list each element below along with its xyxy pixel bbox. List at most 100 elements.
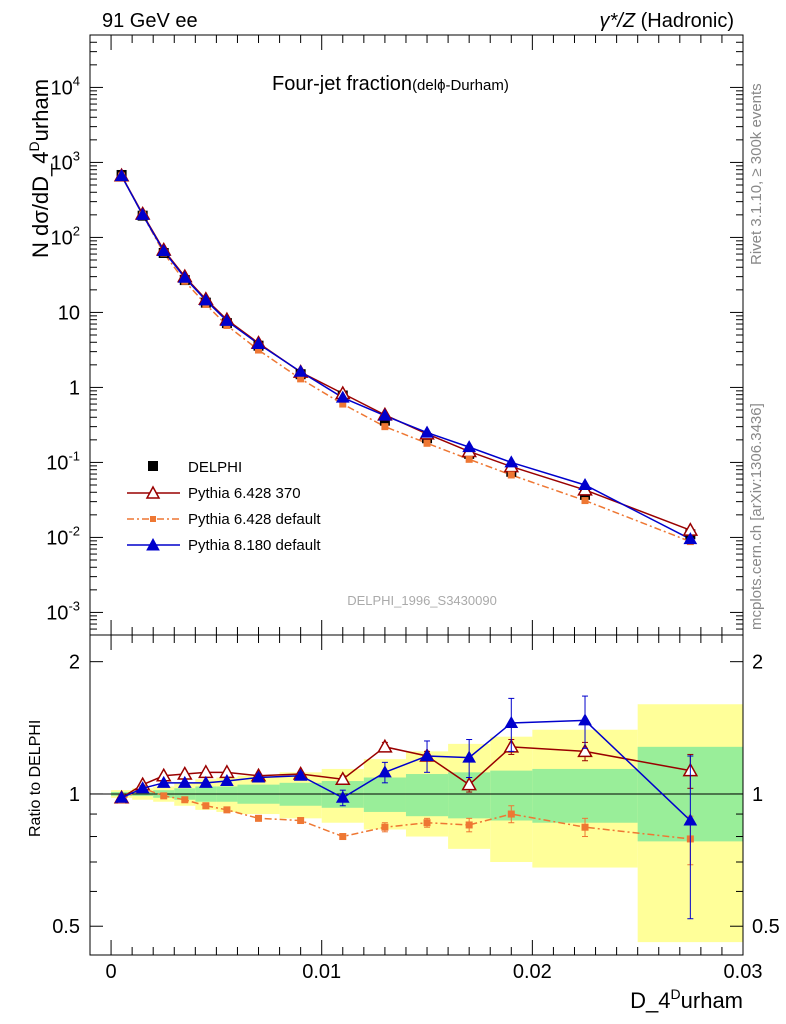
series-point-pythia6-default: [581, 497, 589, 505]
y-tick-label-exp: 4: [73, 73, 80, 88]
x-axis-label: D_4Durham: [630, 986, 743, 1013]
y-tick-label-base: 1: [69, 377, 80, 399]
y-tick-label-main: 10-3: [46, 598, 80, 624]
y-tick-label-base: 10: [46, 452, 68, 474]
y-tick-label-base: 10: [51, 77, 73, 99]
series-point-pythia8: [683, 532, 698, 545]
ratio-point-pythia6-default: [465, 821, 473, 829]
y-tick-label-main: 10-1: [46, 448, 80, 474]
y-tick-label-exp: -1: [68, 448, 80, 463]
ratio-frame: [89, 634, 744, 956]
y-tick-label-base: 10: [46, 602, 68, 624]
ratio-point-pythia6-default: [423, 819, 431, 827]
main-plot-area: [113, 167, 699, 546]
header-right-text: (Hadronic): [635, 10, 734, 32]
y-tick-label-main: 10: [58, 302, 80, 324]
plot-title-main: Four-jet fraction: [272, 73, 412, 95]
ratio-point-pythia8: [378, 765, 392, 778]
ratio-point-pythia6-default: [339, 833, 347, 841]
ratio-point-pythia6-default: [381, 823, 389, 831]
ratio-point-pythia8: [504, 716, 519, 729]
ratio-point-pythia6-default: [202, 802, 210, 810]
series-point-pythia8: [135, 207, 150, 220]
series-point-pythia8: [578, 477, 592, 490]
x-axis-label-text: D_4: [630, 988, 670, 1013]
legend-label-pythia6-370: Pythia 6.428 370: [188, 485, 301, 502]
ratio-point-pythia6-default: [297, 817, 305, 825]
ratio-point-pythia6-370: [461, 776, 477, 791]
ratio-point-pythia8: [156, 775, 171, 788]
y-tick-label-main: 102: [51, 223, 80, 249]
header-left: 91 GeV ee: [102, 10, 198, 32]
y-tick-label-exp: 3: [73, 148, 80, 163]
y-tick-label-base: 10: [51, 227, 73, 249]
x-tick-label: 0: [106, 961, 117, 983]
ratio-band-stat: [532, 768, 638, 823]
series-point-pythia6-default: [465, 455, 473, 463]
y-tick-label-ratio-right: 2: [752, 652, 763, 674]
series-point-pythia8: [177, 270, 192, 283]
legend-marker-pythia8: [146, 537, 160, 551]
y-tick-label-main: 104: [51, 73, 80, 99]
series-point-pythia8: [156, 243, 171, 256]
y-tick-label-base: 10: [51, 152, 73, 174]
series-point-pythia8: [293, 364, 308, 377]
series-point-pythia6-default: [507, 471, 515, 479]
y-axis-label-main-tail: urham: [28, 79, 53, 141]
series-point-pythia8: [378, 408, 392, 421]
y-axis-ratio: 0.5 0.5 1 1 2 2: [52, 652, 780, 939]
ratio-point-pythia8: [251, 770, 266, 783]
mcplots-label: mcplots.cern.ch [arXiv:1306.3436]: [748, 403, 765, 630]
y-tick-label-base: 10: [58, 302, 80, 324]
y-tick-label-exp: 2: [73, 223, 80, 238]
rivet-label: Rivet 3.1.10, ≥ 300k events: [748, 83, 765, 265]
y-tick-label-main: 1: [69, 377, 80, 399]
y-axis-label-ratio: Ratio to DELPHI: [27, 720, 44, 837]
series-point-pythia6-default: [339, 400, 347, 408]
watermark: DELPHI_1996_S3430090: [347, 593, 497, 608]
series-point-pythia8: [335, 390, 350, 403]
series-point-pythia6-default: [255, 346, 263, 354]
y-tick-label-ratio: 0.5: [52, 916, 80, 938]
ratio-point-pythia8: [114, 790, 129, 803]
ratio-point-pythia8: [462, 750, 477, 763]
ratio-point-pythia8: [198, 775, 213, 788]
y-tick-label-ratio: 2: [69, 652, 80, 674]
data-point-delphi: [379, 415, 390, 426]
ratio-point-pythia6-default: [507, 810, 515, 818]
ratio-point-pythia8: [177, 775, 192, 788]
ratio-point-pythia8: [335, 790, 350, 803]
legend-marker-pythia6-default: [150, 516, 156, 522]
ratio-point-pythia8: [220, 774, 234, 787]
main-panel: Four-jet fraction(delϕ-Durham) DELPHI_19…: [26, 34, 744, 636]
ratio-point-pythia6-default: [181, 796, 189, 804]
header-right: γ*/Z (Hadronic): [600, 10, 734, 32]
y-axis-label-main: N dσ/dD_4Durham: [26, 79, 53, 258]
ratio-plot-area: [90, 695, 743, 943]
legend-label-pythia8: Pythia 8.180 default: [188, 537, 321, 554]
legend-label-delphi: DELPHI: [188, 459, 242, 476]
ratio-panel: 0.5 0.5 1 1 2 2 Ratio to DELPHI 0 0.01 0.02 0.03…: [27, 35, 780, 1013]
legend-marker-pythia6-370: [145, 485, 161, 499]
series-point-pythia8: [462, 440, 477, 453]
ratio-band-stat: [405, 774, 449, 817]
ratio-point-pythia6-default: [581, 823, 589, 831]
plot-title: Four-jet fraction(delϕ-Durham): [272, 73, 509, 95]
y-tick-label-exp: -2: [68, 523, 80, 538]
y-tick-label-main: 103: [51, 148, 80, 174]
header-right-symbol: γ*/Z: [600, 10, 636, 32]
series-point-pythia8: [504, 455, 519, 468]
x-tick-label: 0.02: [513, 961, 552, 983]
y-tick-label-main: 10-2: [46, 523, 80, 549]
x-tick-label: 0.03: [724, 961, 763, 983]
ratio-point-pythia6-default: [255, 814, 263, 822]
ratio-point-pythia6-370: [377, 738, 393, 753]
legend-label-pythia6-default: Pythia 6.428 default: [188, 511, 321, 528]
series-line-pythia6-370: [120, 175, 691, 531]
legend-entry-pythia6-370: Pythia 6.428 370: [127, 485, 301, 502]
y-axis-label-main-sup: D: [26, 141, 42, 151]
legend-entry-pythia6-default: Pythia 6.428 default: [127, 511, 321, 528]
series-point-pythia8: [251, 336, 266, 349]
y-tick-label-ratio: 1: [69, 784, 80, 806]
